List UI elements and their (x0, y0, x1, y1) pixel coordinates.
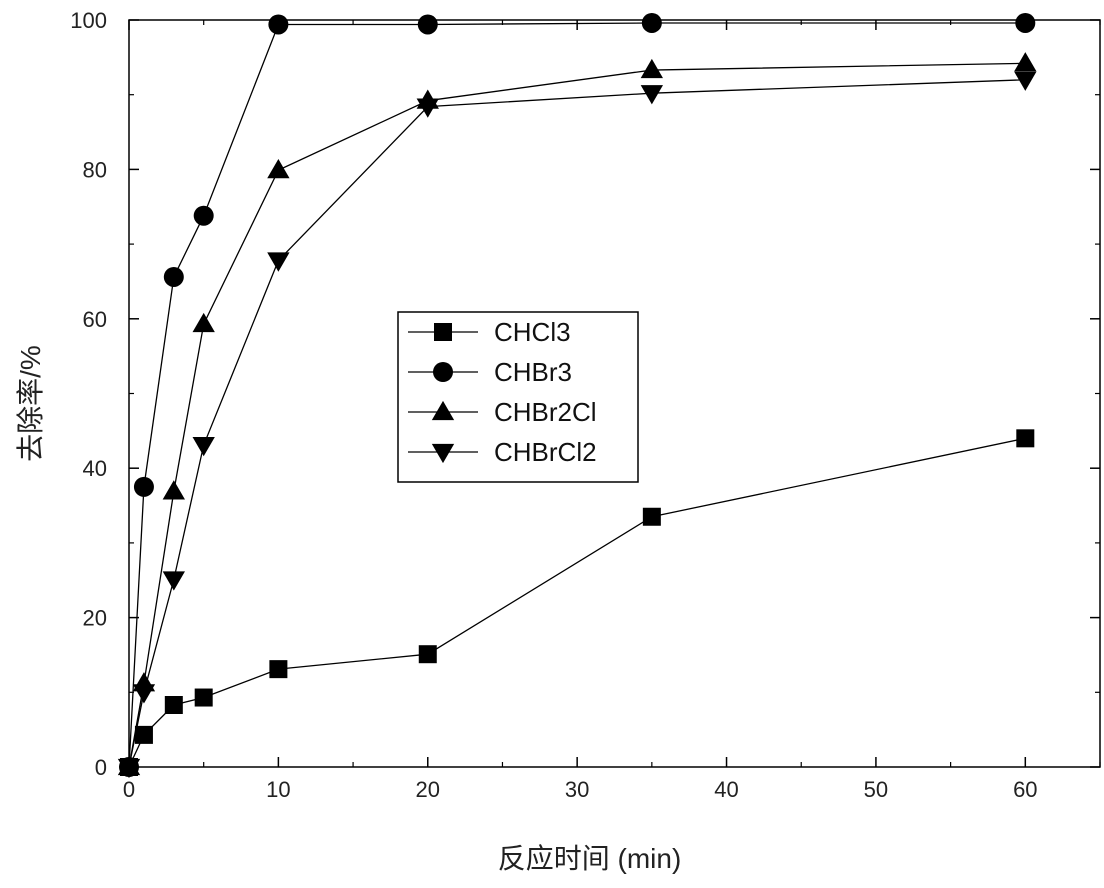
data-point (162, 571, 185, 591)
data-point (133, 476, 154, 497)
series-line (128, 437, 1026, 768)
data-point (162, 480, 185, 500)
data-point (416, 98, 439, 118)
legend: CHCl3 CHBr3 CHBr2Cl CHBrCl2 (397, 311, 639, 483)
y-tick-label: 60 (83, 307, 107, 332)
data-point (417, 14, 438, 35)
legend-marker (431, 400, 455, 421)
legend-entry: CHBr3 (408, 357, 572, 387)
x-tick-label: 0 (123, 777, 135, 802)
x-tick-label: 50 (864, 777, 888, 802)
legend-label: CHBrCl2 (494, 437, 597, 467)
data-point (267, 158, 290, 179)
legend-entry: CHCl3 (408, 317, 571, 347)
legend-marker (431, 443, 455, 464)
x-tick-label: 10 (266, 777, 290, 802)
legend-label: CHCl3 (494, 317, 571, 347)
series-line (128, 62, 1026, 768)
data-point (1016, 429, 1035, 448)
y-tick-label: 0 (95, 755, 107, 780)
data-point (192, 436, 215, 457)
x-tick-label: 40 (714, 777, 738, 802)
data-point (1015, 12, 1036, 33)
data-point (1014, 71, 1037, 91)
legend-marker (434, 323, 452, 341)
series-chbrcl2 (117, 71, 1037, 779)
data-point (194, 688, 213, 707)
legend-marker (433, 362, 453, 382)
data-point (641, 12, 662, 33)
legend-entry: CHBrCl2 (408, 437, 597, 467)
data-point (192, 312, 215, 333)
y-tick-label: 80 (83, 157, 107, 182)
series-line (128, 22, 1026, 768)
data-point (117, 758, 141, 779)
x-axis-title: 反应时间 (min) (498, 843, 682, 874)
data-point (640, 85, 664, 105)
data-point (193, 205, 214, 226)
data-point (132, 684, 156, 704)
tick-labels: 0 10 20 30 40 50 60 0 20 40 60 80 100 (70, 8, 1037, 802)
series-layer (117, 12, 1037, 779)
data-point (1014, 52, 1037, 72)
y-tick-label: 100 (70, 8, 107, 33)
y-tick-label: 40 (83, 456, 107, 481)
data-point (640, 58, 664, 79)
series-line (128, 79, 1026, 768)
data-point (269, 660, 288, 679)
legend-entry: CHBr2Cl (408, 397, 597, 427)
legend-label: CHBr3 (494, 357, 572, 387)
x-tick-label: 60 (1013, 777, 1037, 802)
data-point (642, 507, 661, 526)
legend-label: CHBr2Cl (494, 397, 597, 427)
x-tick-label: 30 (565, 777, 589, 802)
data-point (163, 266, 184, 287)
data-point (268, 14, 289, 35)
data-point (164, 695, 183, 714)
x-tick-label: 20 (416, 777, 440, 802)
data-point (134, 725, 153, 744)
data-point (267, 252, 290, 272)
y-axis-title: 去除率/% (15, 345, 46, 462)
y-tick-label: 20 (83, 606, 107, 631)
data-point (418, 645, 437, 664)
